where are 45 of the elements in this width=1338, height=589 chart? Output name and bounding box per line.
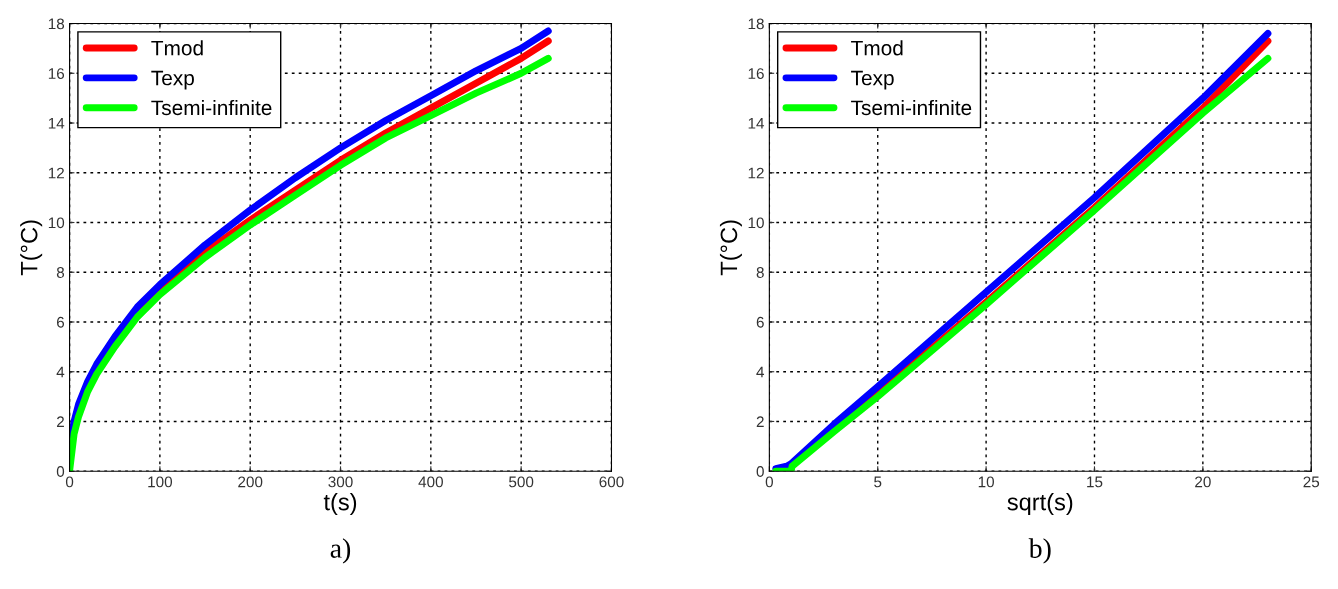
y-tick-label: 18 <box>48 18 65 30</box>
x-tick-label: 400 <box>418 476 443 488</box>
y-tick-label: 2 <box>756 416 764 427</box>
y-tick-label: 2 <box>56 416 64 427</box>
x-tick-label: 0 <box>65 476 74 488</box>
y-tick-label: 8 <box>56 267 65 278</box>
x-tick-label: 10 <box>978 476 995 488</box>
x-tick-label: 200 <box>238 476 263 488</box>
y-tick-label: 4 <box>756 366 765 378</box>
y-tick-label: 14 <box>748 118 765 129</box>
y-axis-title: T(°C) <box>719 220 742 276</box>
y-tick-label: 10 <box>48 217 65 229</box>
x-tick-label: 500 <box>509 476 534 488</box>
y-tick-label: 6 <box>56 316 65 328</box>
x-tick-label: 20 <box>1195 476 1211 488</box>
y-axis-title: T(°C) <box>20 220 43 276</box>
y-tick-label: 12 <box>48 167 64 179</box>
x-tick-label: 100 <box>148 476 173 488</box>
text: a) <box>330 538 351 564</box>
y-tick-label: 0 <box>56 466 65 477</box>
y-tick-label: 4 <box>56 366 65 378</box>
y-tick-label: 18 <box>748 18 764 30</box>
y-tick-label: 6 <box>756 316 764 328</box>
legend-label: Tsemi-infinite <box>851 99 972 116</box>
legend-label: Texp <box>851 70 894 90</box>
x-tick-label: 0 <box>765 476 773 488</box>
legend-label: Tmod <box>151 40 203 56</box>
y-tick-label: 0 <box>756 466 764 477</box>
legend-label: Tsemi-infinite <box>151 99 272 116</box>
legend-label: Texp <box>151 70 194 90</box>
x-tick-label: 25 <box>1303 476 1320 488</box>
x-tick-label: 15 <box>1087 476 1103 488</box>
y-tick-label: 16 <box>48 68 65 79</box>
x-axis-title: t(s) <box>323 493 357 516</box>
y-tick-label: 14 <box>48 118 65 129</box>
x-tick-label: 600 <box>599 476 624 488</box>
x-tick-label: 5 <box>874 476 882 488</box>
y-tick-label: 8 <box>756 267 764 278</box>
y-tick-label: 10 <box>748 217 764 229</box>
y-tick-label: 16 <box>748 68 764 79</box>
x-tick-label: 300 <box>328 476 353 488</box>
legend-label: Tmod <box>851 40 903 56</box>
y-tick-label: 12 <box>748 167 764 179</box>
text: b) <box>1028 538 1051 564</box>
x-axis-title: sqrt(s) <box>1007 493 1073 516</box>
